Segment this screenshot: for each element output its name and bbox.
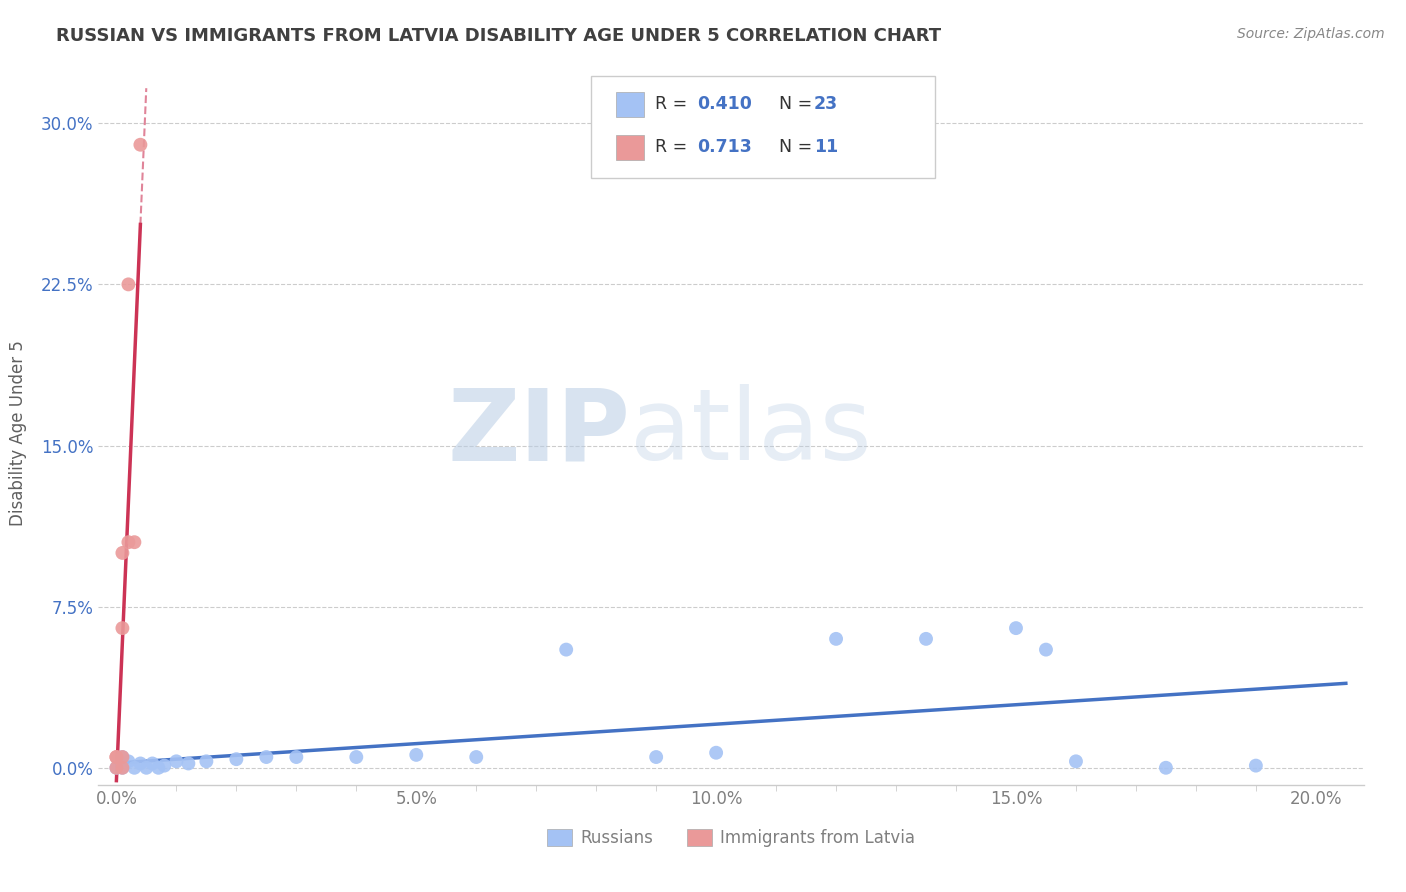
Point [117,277,139,292]
Point [111,761,134,775]
Point [1244,758,1267,772]
Legend: Russians, Immigrants from Latvia: Russians, Immigrants from Latvia [540,822,922,855]
Text: 23: 23 [814,95,838,113]
Point [1005,621,1028,635]
Point [1035,642,1057,657]
Text: R =: R = [655,95,693,113]
Point [915,632,938,646]
Text: N =: N = [768,138,817,156]
Point [111,761,134,775]
Point [465,750,488,764]
Point [555,642,578,657]
Text: RUSSIAN VS IMMIGRANTS FROM LATVIA DISABILITY AGE UNDER 5 CORRELATION CHART: RUSSIAN VS IMMIGRANTS FROM LATVIA DISABI… [56,27,942,45]
Point [111,750,134,764]
Text: Source: ZipAtlas.com: Source: ZipAtlas.com [1237,27,1385,41]
Point [405,747,427,762]
Point [704,746,727,760]
Point [141,756,163,771]
Text: ZIP: ZIP [447,384,630,481]
Point [124,761,146,775]
Point [177,756,200,771]
Point [1064,755,1087,769]
Point [645,750,668,764]
Point [105,761,128,775]
Point [105,750,128,764]
Point [148,761,170,775]
Point [825,632,848,646]
Point [129,137,152,152]
Point [254,750,277,764]
Point [195,755,218,769]
Text: R =: R = [655,138,693,156]
Point [111,621,134,635]
Point [111,750,134,764]
Point [111,546,134,560]
Point [1154,761,1177,775]
Point [117,535,139,549]
Point [124,535,146,549]
Point [344,750,367,764]
Point [225,752,247,766]
Point [165,755,187,769]
Y-axis label: Disability Age Under 5: Disability Age Under 5 [8,340,27,525]
Point [129,756,152,771]
Point [105,761,128,775]
Point [105,750,128,764]
Text: N =: N = [768,95,817,113]
Point [153,758,176,772]
Text: atlas: atlas [630,384,872,481]
Point [117,755,139,769]
Text: 0.410: 0.410 [697,95,752,113]
Point [135,761,157,775]
Point [285,750,308,764]
Text: 0.713: 0.713 [697,138,752,156]
Text: 11: 11 [814,138,838,156]
